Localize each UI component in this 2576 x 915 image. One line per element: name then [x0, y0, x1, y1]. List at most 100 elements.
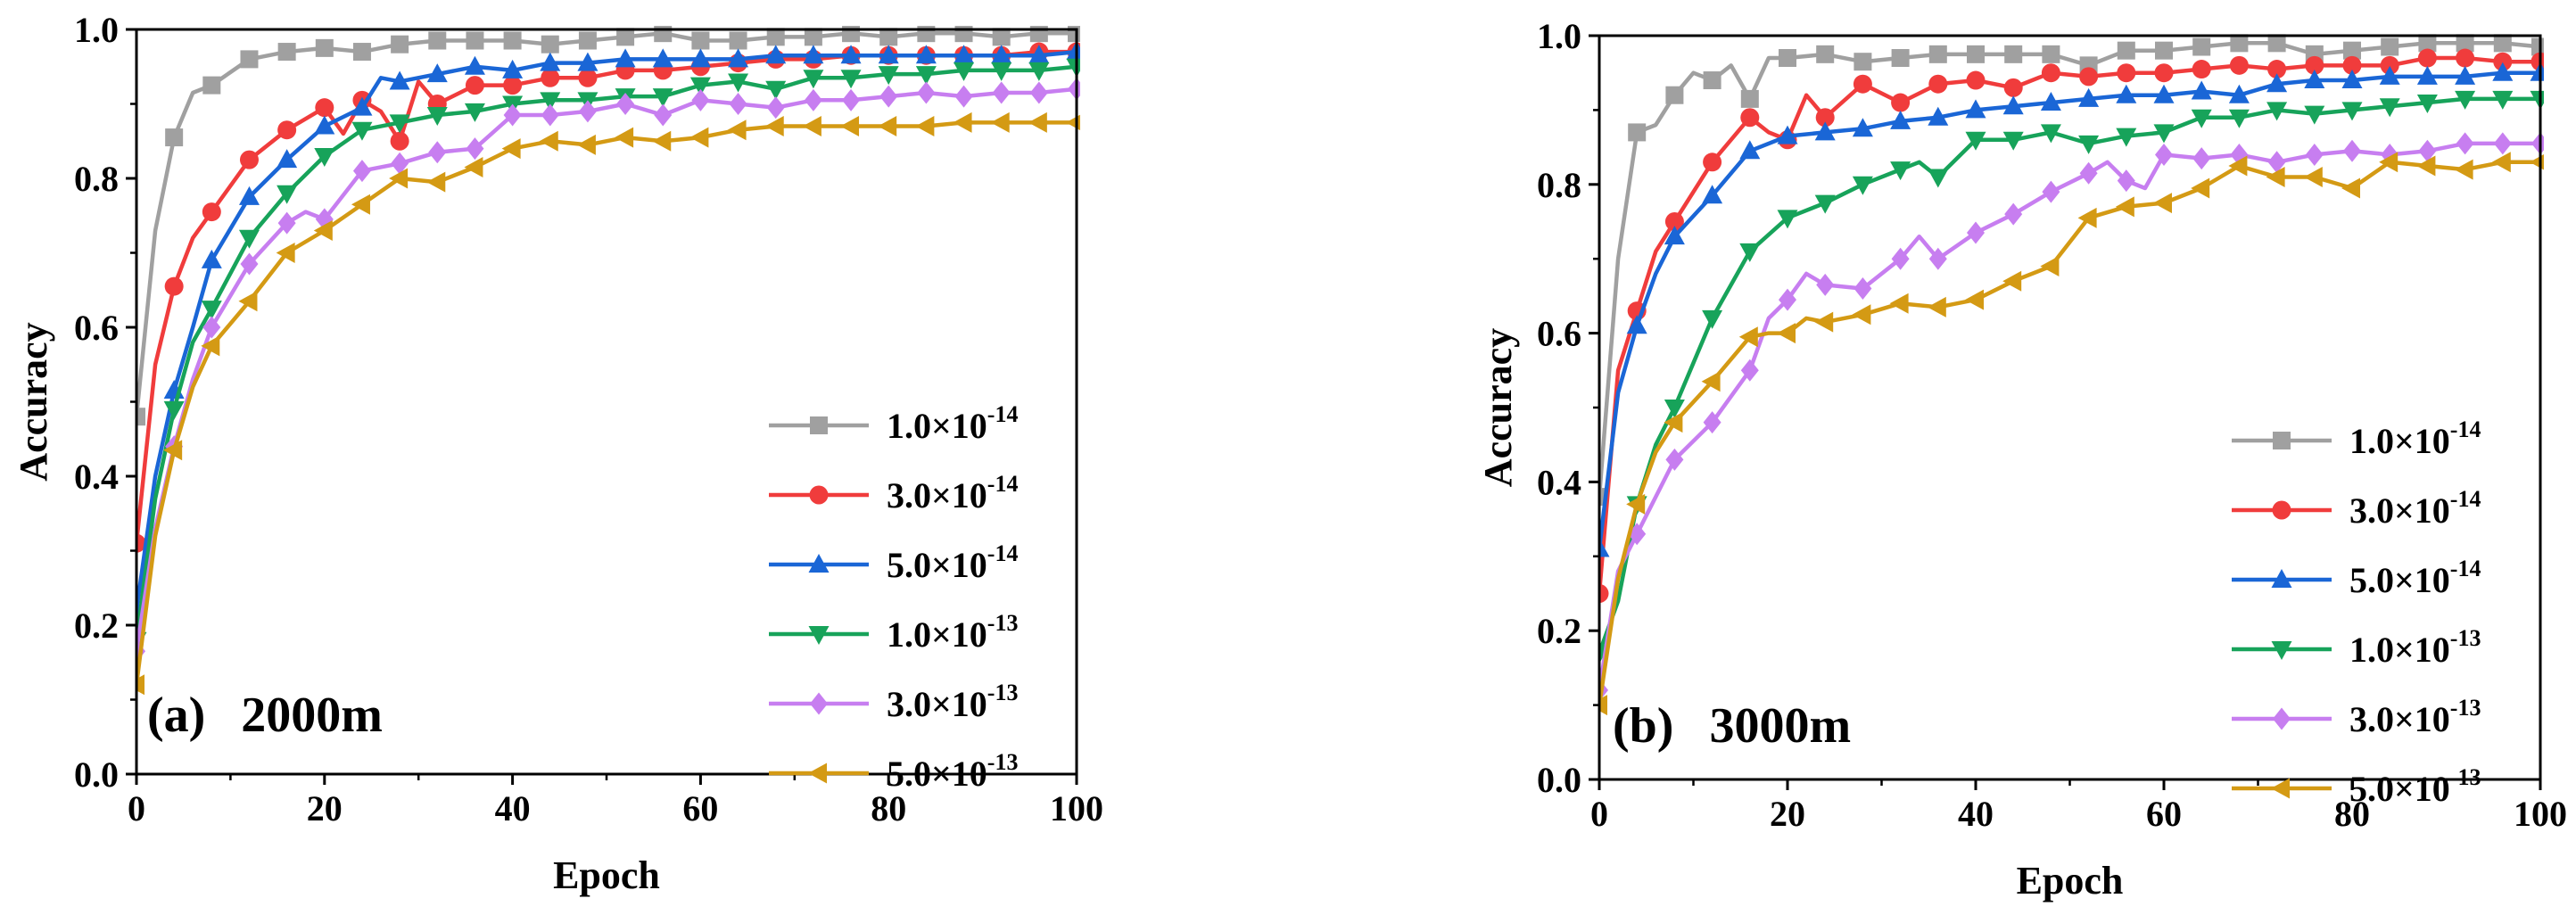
data-point	[2191, 109, 2212, 128]
data-point	[1928, 45, 1947, 63]
data-point	[240, 252, 259, 276]
x-tick-label: 20	[307, 788, 343, 828]
data-point	[464, 156, 483, 177]
chart-panel-b: 0 20 40 60 80 100 0.0 0.2 0.4 0.6 0.8 1.0 Epoch Accur…	[1476, 16, 2567, 903]
data-point	[466, 31, 484, 50]
data-point	[2341, 70, 2363, 89]
data-point	[578, 31, 597, 50]
data-point	[352, 43, 371, 62]
data-point	[654, 26, 673, 43]
series-3.010e-14	[1599, 48, 2544, 603]
data-point	[1664, 400, 1685, 418]
y-tick-label: 0.0	[74, 754, 119, 795]
data-point	[238, 185, 260, 205]
legend-item: 5.0×10-13	[769, 749, 1018, 794]
y-tick-label: 0.8	[1537, 165, 1581, 205]
data-point	[804, 88, 822, 111]
legend-marker	[2271, 569, 2292, 588]
data-point	[2416, 65, 2438, 85]
data-point	[2004, 202, 2023, 226]
data-point	[2416, 155, 2436, 177]
data-point	[277, 43, 296, 62]
data-point	[2379, 98, 2400, 118]
data-point	[163, 440, 183, 461]
data-point	[502, 59, 524, 78]
x-tick-label: 0	[1590, 794, 1608, 834]
data-point	[539, 130, 558, 152]
data-point	[2117, 41, 2135, 60]
data-point	[804, 28, 822, 46]
data-point	[2343, 41, 2361, 60]
legend-marker	[2273, 707, 2291, 730]
y-tick-label: 1.0	[74, 10, 119, 50]
data-point	[314, 147, 335, 167]
data-point	[2341, 102, 2363, 121]
data-point	[729, 93, 747, 115]
data-point	[202, 316, 221, 339]
data-point	[277, 149, 298, 169]
data-point	[2266, 102, 2288, 121]
data-point	[1702, 185, 1723, 204]
data-point	[691, 88, 710, 111]
data-point	[728, 73, 749, 93]
x-tick-label: 80	[2334, 794, 2370, 834]
x-axis-title: Epoch	[2017, 859, 2124, 903]
legend-label: 5.0×10-14	[2349, 556, 2481, 600]
data-point	[1664, 226, 1685, 245]
data-point	[577, 52, 599, 71]
series-line	[1599, 70, 2540, 549]
data-point	[1928, 169, 1949, 188]
data-point	[1965, 131, 1986, 151]
data-point	[2192, 60, 2211, 79]
panel-label: (b) 3000m	[1613, 698, 1851, 754]
data-point	[2002, 270, 2022, 292]
legend-item: 3.0×10-14	[769, 471, 1018, 515]
series-line	[1599, 141, 2540, 691]
data-point	[1777, 210, 1798, 229]
legend-item: 5.0×10-14	[2232, 556, 2481, 600]
data-point	[917, 26, 936, 43]
data-point	[1599, 695, 1607, 716]
data-point	[1703, 411, 1721, 434]
x-tick-label: 100	[1050, 788, 1103, 828]
series-5.010e-13	[1599, 152, 2544, 716]
x-tick-label: 0	[128, 788, 145, 828]
legend-label: 3.0×10-13	[887, 680, 1018, 724]
data-point	[2079, 161, 2098, 185]
data-point	[1852, 304, 1871, 326]
data-point	[391, 152, 409, 175]
data-point	[991, 45, 1012, 64]
data-point	[2454, 159, 2473, 180]
legend-marker	[2271, 778, 2290, 799]
legend-label: 1.0×10-13	[2349, 625, 2481, 670]
data-point	[1628, 123, 1647, 142]
data-point	[2154, 63, 2174, 83]
data-point	[201, 335, 220, 357]
data-point	[1740, 108, 1760, 128]
data-point	[615, 127, 634, 148]
data-point	[351, 121, 373, 141]
legend-label: 1.0×10-14	[2349, 416, 2481, 461]
data-point	[840, 45, 862, 64]
series-5.010e-14	[136, 41, 1080, 619]
data-point	[652, 88, 673, 108]
series-5.010e-13	[136, 111, 1080, 696]
data-point	[277, 211, 296, 235]
data-point	[691, 31, 710, 50]
series-5.010e-14	[1599, 62, 2544, 557]
data-point	[2417, 48, 2437, 68]
data-point	[136, 408, 145, 426]
series-1.010e-14	[136, 26, 1080, 426]
legend-marker	[2271, 641, 2292, 660]
data-point	[1029, 81, 1048, 104]
data-point	[578, 68, 598, 87]
data-point	[1965, 289, 1984, 310]
data-point	[503, 31, 522, 50]
data-point	[1854, 53, 1872, 71]
data-point	[1891, 49, 1910, 68]
data-point	[2456, 34, 2474, 53]
data-point	[1853, 74, 1872, 94]
legend-marker	[808, 762, 827, 784]
data-point	[501, 138, 521, 160]
data-point	[2003, 78, 2023, 97]
